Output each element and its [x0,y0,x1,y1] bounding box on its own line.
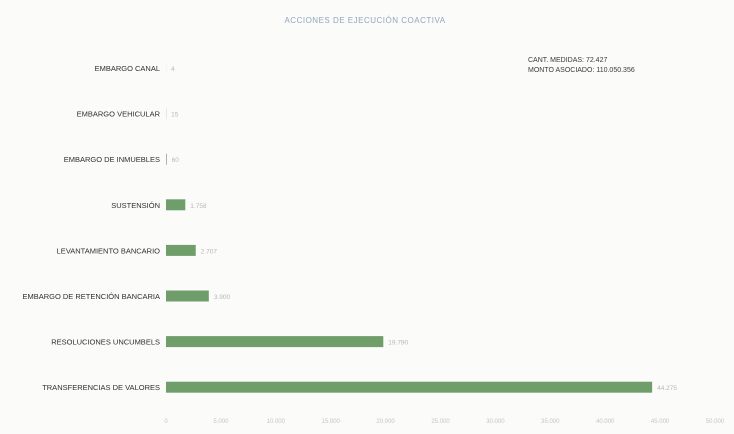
x-tick-label: 40.000 [596,419,615,425]
category-label: LEVANTAMIENTO BANCARIO [57,246,161,255]
x-axis-ticks: 0 5.000 10.000 15.000 20.000 25.000 30.000 35.0… [164,419,725,425]
x-tick-label: 25.000 [431,419,450,425]
category-label: TRANSFERENCIAS DE VALORES [42,383,160,392]
value-label: 2.707 [201,248,218,255]
value-label: 3.900 [214,294,231,301]
bar [166,153,167,165]
bar [166,244,196,256]
x-tick-label: 30.000 [486,419,505,425]
value-label: 1.758 [190,203,207,210]
value-label: 4 [171,66,175,73]
bar [166,199,186,211]
x-tick-label: 45.000 [651,419,670,425]
bar [166,381,653,393]
bars: EMBARGO CANAL 4 EMBARGO VEHICULAR 15 EMBARGO… [22,62,677,393]
value-label: 60 [172,157,180,164]
summary-count: CANT. MEDIDAS: 72.427 [528,57,607,64]
bar [166,336,384,348]
category-label: EMBARGO DE INMUEBLES [64,155,160,164]
x-tick-label: 0 [164,419,168,425]
x-tick-label: 10.000 [267,419,286,425]
category-label: EMBARGO DE RETENCIÓN BANCARIA [22,292,160,301]
summary-amount: MONTO ASOCIADO: 110.050.356 [528,67,635,74]
x-tick-label: 15.000 [322,419,341,425]
bar [166,290,209,302]
x-tick-label: 20.000 [376,419,395,425]
chart-title: ACCIONES DE EJECUCIÓN COACTIVA [284,16,445,25]
value-label: 19.790 [388,340,408,347]
category-label: EMBARGO CANAL [95,64,160,73]
category-label: EMBARGO VEHICULAR [77,110,161,119]
value-label: 44.275 [657,385,677,392]
category-label: RESOLUCIONES UNCUMBELS [51,338,160,347]
x-tick-label: 35.000 [541,419,560,425]
x-tick-label: 5.000 [213,419,229,425]
x-tick-label: 50.000 [706,419,725,425]
value-label: 15 [171,112,179,119]
category-label: SUSTENSIÓN [111,201,160,210]
